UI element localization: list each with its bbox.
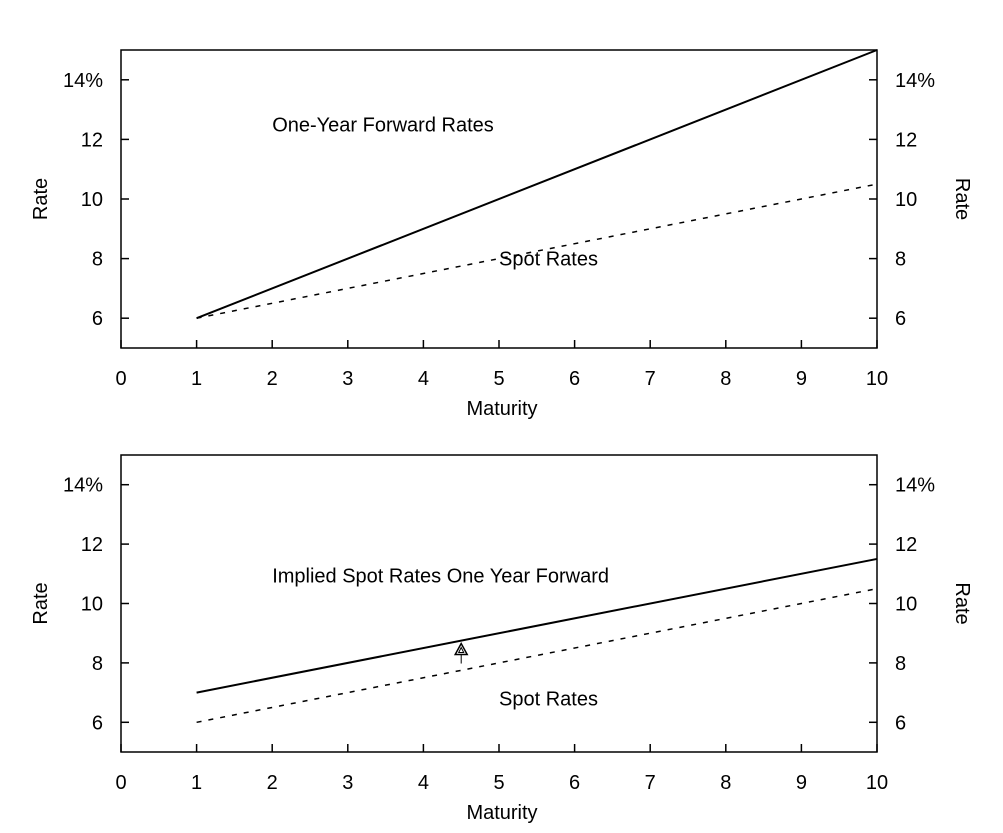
y-axis-label-left: Rate — [30, 178, 52, 220]
x-tick-label: 5 — [493, 772, 504, 794]
x-tick-label: 8 — [720, 368, 731, 390]
y-tick-label-right: 8 — [895, 249, 906, 271]
y-tick-label-right: 10 — [895, 189, 917, 211]
y-tick-label-left: 10 — [81, 189, 103, 211]
series-line-spot-rates — [196, 183, 878, 319]
y-tick-label-left: 10 — [81, 594, 103, 616]
y-tick-label-left: 8 — [92, 249, 103, 271]
y-axis-label-right: Rate — [951, 178, 973, 220]
y-axis-label-left: Rate — [30, 582, 52, 624]
series-annotation: One-Year Forward Rates — [272, 115, 494, 137]
y-tick-label-right: 14% — [895, 475, 935, 497]
series-line-main — [196, 557, 878, 694]
x-tick-label: 0 — [115, 368, 126, 390]
x-tick-label: 4 — [418, 368, 429, 390]
x-tick-label: 9 — [796, 368, 807, 390]
x-tick-label: 5 — [493, 368, 504, 390]
x-tick-label: 10 — [866, 368, 888, 390]
y-tick-label-right: 12 — [895, 534, 917, 556]
y-tick-label-left: 8 — [92, 653, 103, 675]
x-tick-label: 10 — [866, 772, 888, 794]
y-tick-label-left: 12 — [81, 534, 103, 556]
y-tick-label-left: 6 — [92, 712, 103, 734]
y-tick-label-left: 12 — [81, 129, 103, 151]
y-tick-label-left: 14% — [63, 475, 103, 497]
x-tick-label: 3 — [342, 368, 353, 390]
y-tick-label-right: 6 — [895, 308, 906, 330]
x-tick-label: 2 — [267, 772, 278, 794]
y-tick-label-right: 12 — [895, 129, 917, 151]
y-tick-label-right: 6 — [895, 712, 906, 734]
series-annotation: Spot Rates — [499, 689, 598, 711]
triangle-marker — [453, 641, 469, 664]
series-annotation: Implied Spot Rates One Year Forward — [272, 565, 609, 587]
x-tick-label: 7 — [645, 368, 656, 390]
y-tick-label-right: 8 — [895, 653, 906, 675]
series-line-spot-rates — [196, 587, 878, 724]
x-tick-label: 1 — [191, 368, 202, 390]
y-tick-label-left: 6 — [92, 308, 103, 330]
x-tick-label: 3 — [342, 772, 353, 794]
x-tick-label: 0 — [115, 772, 126, 794]
x-tick-label: 4 — [418, 772, 429, 794]
series-line-main — [196, 49, 878, 320]
y-tick-label-right: 10 — [895, 594, 917, 616]
x-axis-label: Maturity — [466, 802, 537, 824]
x-tick-label: 2 — [267, 368, 278, 390]
x-tick-label: 6 — [569, 772, 580, 794]
y-axis-label-right: Rate — [951, 582, 973, 624]
triangle-marker-inner — [457, 646, 465, 654]
x-tick-label: 9 — [796, 772, 807, 794]
x-tick-label: 8 — [720, 772, 731, 794]
x-tick-label: 7 — [645, 772, 656, 794]
y-tick-label-right: 14% — [895, 70, 935, 92]
series-annotation: Spot Rates — [499, 249, 598, 271]
y-tick-label-left: 14% — [63, 70, 103, 92]
x-axis-label: Maturity — [466, 398, 537, 420]
x-tick-label: 6 — [569, 368, 580, 390]
x-tick-label: 1 — [191, 772, 202, 794]
